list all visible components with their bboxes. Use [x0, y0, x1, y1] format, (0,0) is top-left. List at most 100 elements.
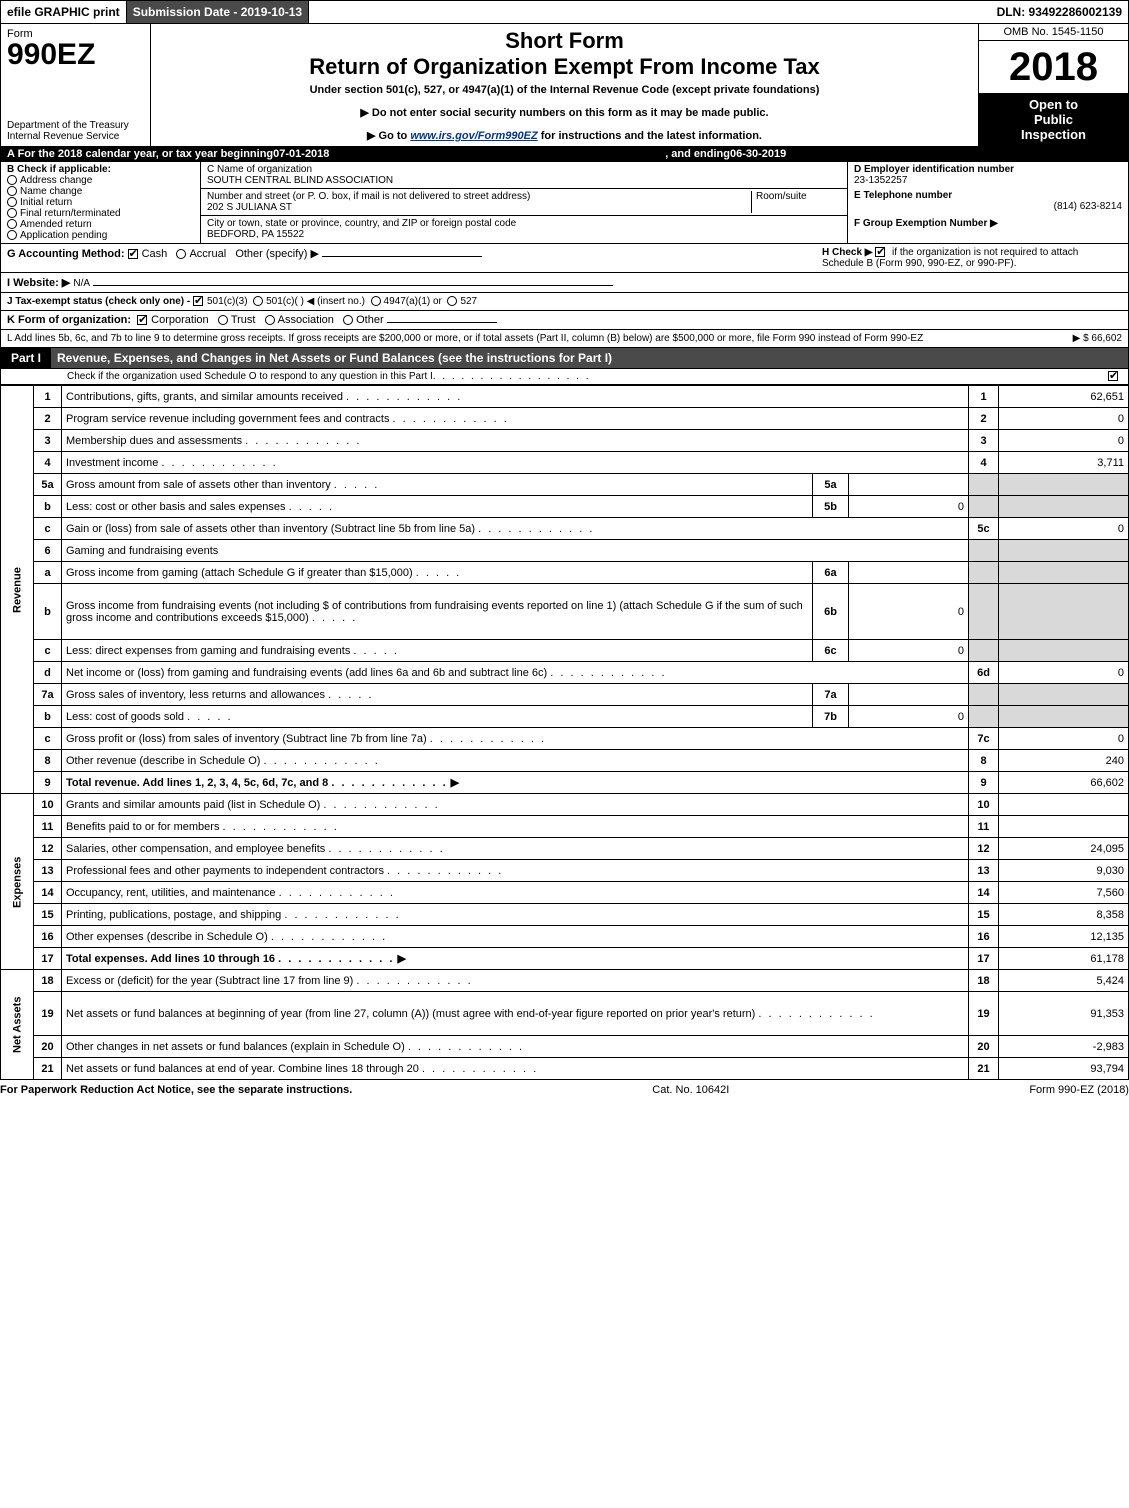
l-amount: ▶ $ 66,602 [1073, 333, 1122, 344]
shaded-cell [969, 706, 999, 728]
k-label: K Form of organization: [7, 314, 131, 326]
right-line-val: 66,602 [999, 772, 1129, 794]
chk-4947[interactable] [371, 296, 381, 306]
chk-name-change[interactable]: Name change [7, 186, 194, 197]
shaded-cell [999, 540, 1129, 562]
part1-header: Part I Revenue, Expenses, and Changes in… [0, 348, 1129, 369]
line-number: c [34, 518, 62, 540]
chk-527[interactable] [447, 296, 457, 306]
right-line-val [999, 816, 1129, 838]
chk-trust[interactable] [218, 315, 228, 325]
dept-treasury: Department of the Treasury Internal Reve… [7, 120, 144, 142]
grid-row-2: 2Program service revenue including gover… [1, 408, 1129, 430]
shaded-cell [969, 474, 999, 496]
submission-date: Submission Date - 2019-10-13 [127, 1, 309, 23]
right-line-val: 5,424 [999, 970, 1129, 992]
grid-row-7a: 7aGross sales of inventory, less returns… [1, 684, 1129, 706]
lbl-association: Association [278, 314, 334, 326]
box-c: C Name of organization SOUTH CENTRAL BLI… [201, 162, 848, 243]
chk-accrual[interactable] [176, 249, 186, 259]
right-line-val: 24,095 [999, 838, 1129, 860]
line-label: Membership dues and assessments . . . . … [62, 430, 969, 452]
chk-initial-return[interactable]: Initial return [7, 197, 194, 208]
chk-final-return[interactable]: Final return/terminated [7, 208, 194, 219]
line-number: 7a [34, 684, 62, 706]
lbl-application-pending: Application pending [20, 230, 107, 241]
chk-address-change[interactable]: Address change [7, 175, 194, 186]
grid-row-4: 4Investment income . . . . . . . . . . .… [1, 452, 1129, 474]
label-ein: D Employer identification number [854, 164, 1122, 175]
line-label: Other changes in net assets or fund bala… [62, 1036, 969, 1058]
period-mid: , and ending [665, 148, 730, 160]
shaded-cell [969, 496, 999, 518]
grid-row-6a: aGross income from gaming (attach Schedu… [1, 562, 1129, 584]
city: BEDFORD, PA 15522 [207, 229, 304, 240]
box-def: D Employer identification number 23-1352… [848, 162, 1128, 243]
shaded-cell [999, 706, 1129, 728]
grid-row-11: 11Benefits paid to or for members . . . … [1, 816, 1129, 838]
line-label: Excess or (deficit) for the year (Subtra… [62, 970, 969, 992]
lbl-other-method: Other (specify) ▶ [235, 248, 319, 260]
line-label: Other expenses (describe in Schedule O) … [62, 926, 969, 948]
footer-center: Cat. No. 10642I [652, 1084, 729, 1096]
dept-line1: Department of the Treasury [7, 120, 129, 131]
line-number: 19 [34, 992, 62, 1036]
chk-501c3[interactable] [193, 296, 203, 306]
h-label: H Check ▶ [822, 247, 872, 258]
grid-row-15: 15Printing, publications, postage, and s… [1, 904, 1129, 926]
inner-line-val: 0 [849, 706, 969, 728]
grid-row-18: Net Assets18Excess or (deficit) for the … [1, 970, 1129, 992]
section-label-revenue: Revenue [1, 386, 34, 794]
title-long: Return of Organization Exempt From Incom… [157, 54, 972, 80]
chk-501c[interactable] [253, 296, 263, 306]
line-label: Gross profit or (loss) from sales of inv… [62, 728, 969, 750]
line-number: b [34, 496, 62, 518]
chk-other-org[interactable] [343, 315, 353, 325]
grid-row-6c: cLess: direct expenses from gaming and f… [1, 640, 1129, 662]
right-line-val: 3,711 [999, 452, 1129, 474]
line-number: 4 [34, 452, 62, 474]
note-link: ▶ Go to www.irs.gov/Form990EZ for instru… [157, 129, 972, 142]
right-line-num: 18 [969, 970, 999, 992]
grid-row-7b: bLess: cost of goods sold . . . . .7b0 [1, 706, 1129, 728]
right-line-num: 10 [969, 794, 999, 816]
shaded-cell [999, 640, 1129, 662]
right-line-num: 9 [969, 772, 999, 794]
line-label: Salaries, other compensation, and employ… [62, 838, 969, 860]
chk-association[interactable] [265, 315, 275, 325]
right-line-val: 0 [999, 728, 1129, 750]
line-number: 15 [34, 904, 62, 926]
right-line-val: 61,178 [999, 948, 1129, 970]
chk-application-pending[interactable]: Application pending [7, 230, 194, 241]
line-l: L Add lines 5b, 6c, and 7b to line 9 to … [0, 330, 1129, 348]
line-h: H Check ▶ if the organization is not req… [822, 247, 1122, 269]
inner-line-num: 7b [813, 706, 849, 728]
line-number: 13 [34, 860, 62, 882]
form-number: 990EZ [7, 40, 144, 70]
label-room: Room/suite [756, 191, 807, 202]
irs-link[interactable]: www.irs.gov/Form990EZ [410, 130, 537, 142]
line-label: Gaming and fundraising events [62, 540, 969, 562]
other-method-input[interactable] [322, 256, 482, 257]
j-label: J Tax-exempt status (check only one) - [7, 296, 190, 307]
box-b-heading: B Check if applicable: [7, 164, 194, 175]
entity-info-row: B Check if applicable: Address change Na… [0, 162, 1129, 244]
line-label: Gain or (loss) from sale of assets other… [62, 518, 969, 540]
right-line-num: 12 [969, 838, 999, 860]
city-block: City or town, state or province, country… [201, 216, 847, 242]
line-label: Total revenue. Add lines 1, 2, 3, 4, 5c,… [62, 772, 969, 794]
chk-corporation[interactable] [137, 315, 147, 325]
ein: 23-1352257 [854, 175, 1122, 186]
right-line-num: 11 [969, 816, 999, 838]
l-text: L Add lines 5b, 6c, and 7b to line 9 to … [7, 333, 1073, 344]
chk-cash[interactable] [128, 249, 138, 259]
line-number: 8 [34, 750, 62, 772]
grid-row-3: 3Membership dues and assessments . . . .… [1, 430, 1129, 452]
chk-schedule-b[interactable] [875, 247, 885, 257]
line-label: Benefits paid to or for members . . . . … [62, 816, 969, 838]
chk-amended-return[interactable]: Amended return [7, 219, 194, 230]
chk-schedule-o[interactable] [1108, 371, 1118, 381]
inspect-2: Public [1034, 112, 1073, 127]
line-number: b [34, 584, 62, 640]
lbl-501c: 501(c)( ) ◀ (insert no.) [266, 296, 365, 307]
